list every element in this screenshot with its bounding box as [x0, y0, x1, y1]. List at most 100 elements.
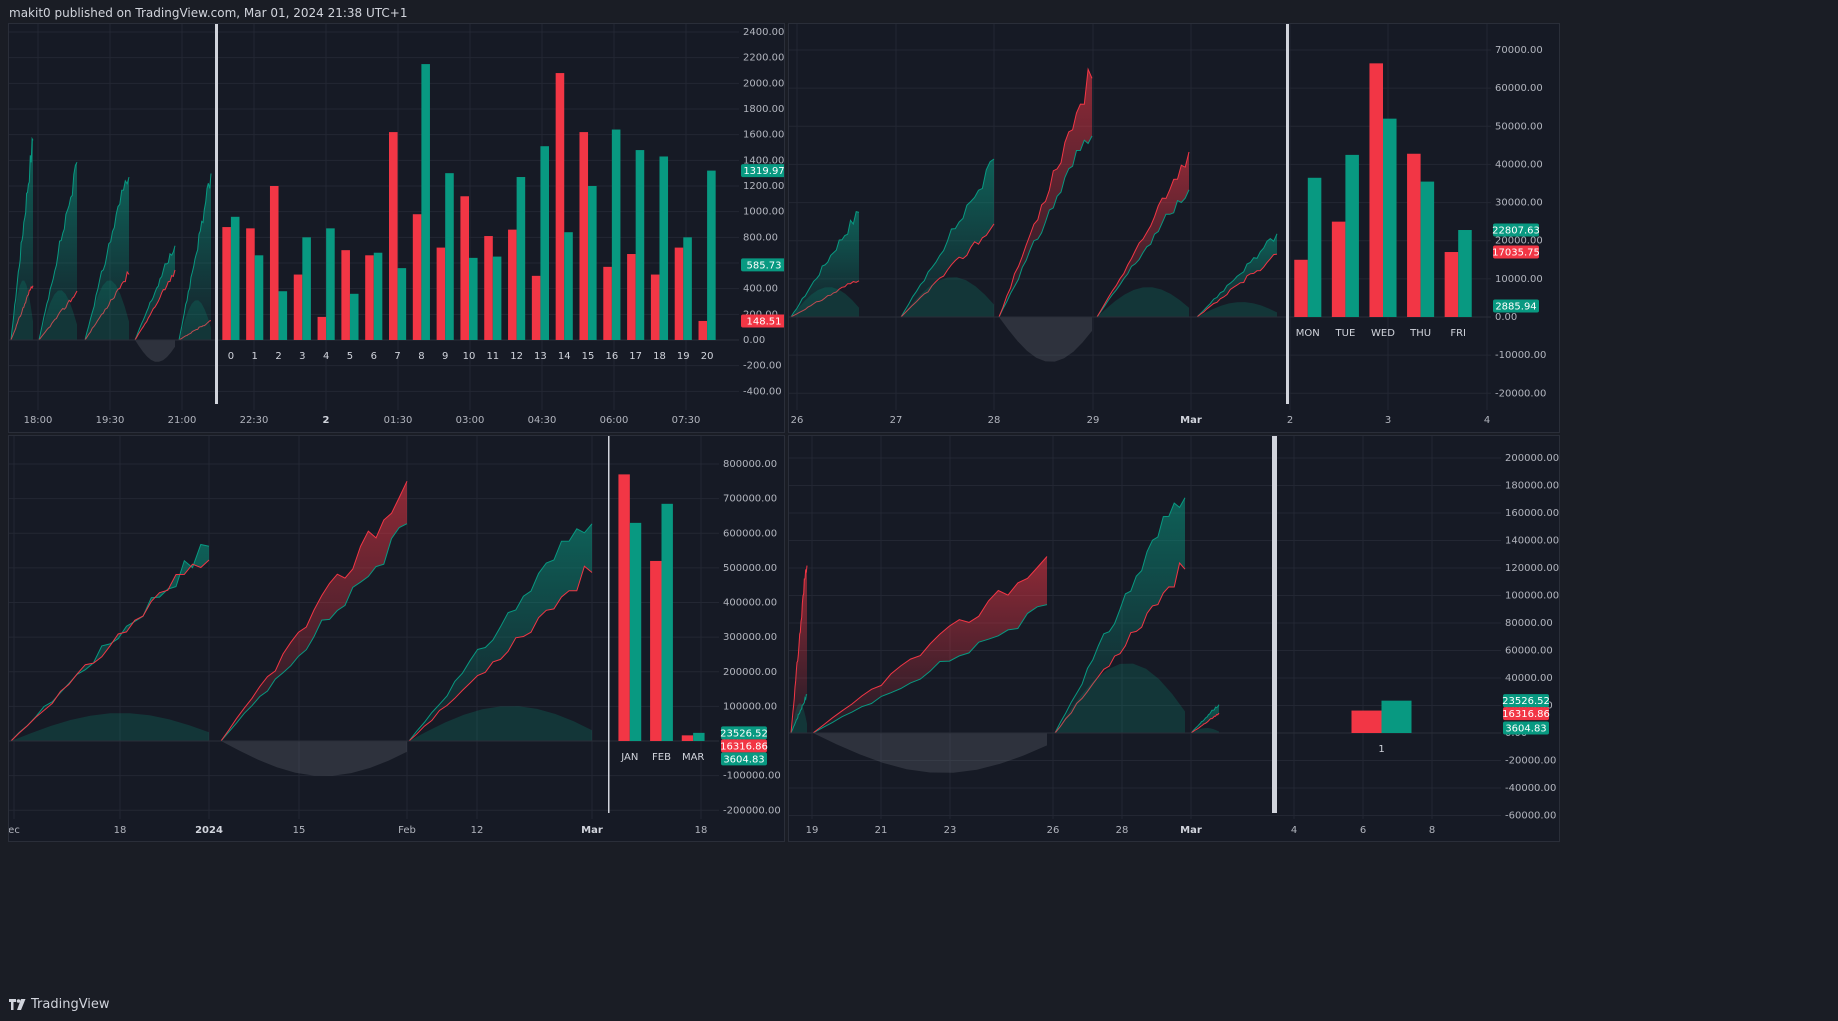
- category-label: 19: [677, 351, 690, 362]
- price-label-bg: [741, 314, 784, 328]
- x-tick-label: 2024: [195, 825, 223, 836]
- net-area: [85, 280, 129, 340]
- tradingview-branding[interactable]: TradingView: [9, 995, 110, 1013]
- price-label-bg: [741, 164, 784, 178]
- net-area: [39, 290, 77, 340]
- category-label: JAN: [620, 752, 638, 763]
- category-label: 10: [463, 351, 476, 362]
- publish-info: makit0 published on TradingView.com, Mar…: [9, 6, 408, 20]
- category-label: 17: [629, 351, 642, 362]
- cumulative-green-line: [1190, 704, 1220, 734]
- price-label: 23526.52: [720, 726, 768, 740]
- net-area: [999, 317, 1092, 362]
- bar-green-wed: [1383, 118, 1397, 318]
- price-label: 585.73: [741, 258, 784, 271]
- bar-red-3: [293, 274, 303, 340]
- bar-green-thu: [1420, 181, 1435, 317]
- cumulative-green-line: [10, 136, 34, 341]
- y-axis: 800000.00 700000.00 600000.00 500000.00 4000…: [720, 459, 781, 816]
- x-tick-label: 22:30: [240, 415, 269, 426]
- bar-red-20: [698, 320, 708, 340]
- x-axis: 19 21 23 26 28 Mar 4 6 8: [806, 825, 1436, 836]
- bar-green-6: [373, 252, 383, 340]
- bar-green-19: [683, 237, 692, 340]
- cumulative-red-line: [38, 290, 78, 341]
- price-label-text: 16316.86: [720, 741, 768, 752]
- price-label: 148.51: [741, 314, 784, 327]
- y-tick-label: -200.00: [743, 361, 782, 372]
- category-label: 15: [582, 351, 595, 362]
- price-label-bg: [721, 752, 767, 766]
- y-tick-label: 200000.00: [1505, 453, 1559, 464]
- y-tick-label: 80000.00: [1505, 618, 1553, 629]
- period-separator: [1272, 436, 1277, 813]
- net-area: [11, 713, 209, 741]
- y-tick-label: 700000.00: [723, 494, 777, 505]
- chart-panel-weekday[interactable]: MON TUE WED THU FRI 70000.00 60000.00 50000.00 4…: [788, 23, 1560, 433]
- bars: MON TUE WED THU FRI: [1294, 63, 1472, 339]
- cumulative-red-line: [1190, 712, 1220, 734]
- cumulative-red-line: [134, 269, 176, 341]
- bars: 0 1 2 3 4 5 6 7 8 9 10 11 12 13 14 15 16 17 18 19 20: [222, 64, 716, 362]
- price-label-bg: [1493, 223, 1539, 237]
- y-tick-label: 180000.00: [1505, 481, 1559, 492]
- x-tick-label: 4: [1291, 825, 1297, 836]
- category-label: 20: [701, 351, 714, 362]
- y-tick-label: 1000.00: [743, 207, 784, 218]
- bar-red-feb: [650, 560, 662, 741]
- category-label: 0: [228, 351, 234, 362]
- x-tick-label: Mar: [581, 825, 603, 836]
- bar-green-17: [635, 150, 645, 340]
- bar-green-5: [349, 293, 359, 340]
- y-tick-label: 160000.00: [1505, 508, 1559, 519]
- period-separator: [215, 24, 218, 404]
- y-tick-label: 2200.00: [743, 53, 784, 64]
- bar-red-5: [341, 250, 350, 340]
- bar-red-mon: [1294, 259, 1308, 317]
- price-label: 16316.86: [1502, 707, 1550, 721]
- bar-green-0: [230, 216, 240, 340]
- cumulative-red-line: [790, 280, 860, 318]
- y-tick-label: 140000.00: [1505, 536, 1559, 547]
- bar-red-19: [674, 247, 684, 340]
- price-label: 3604.83: [1503, 721, 1549, 735]
- chart-panel-yearly[interactable]: 1 200000.00 180000.00 160000.00 140000.00 120…: [788, 435, 1560, 842]
- chart-panel-monthly[interactable]: JAN FEB MAR 800000.00 700000.00 600000.00 5000…: [8, 435, 785, 842]
- net-area: [1197, 302, 1277, 317]
- cumulative-green-line: [408, 523, 593, 742]
- x-tick-label: 28: [1116, 825, 1129, 836]
- price-label: 22807.63: [1492, 223, 1540, 237]
- x-tick-label: 12: [471, 825, 484, 836]
- cumulative-green-line: [998, 135, 1093, 318]
- bar-red-14: [555, 73, 565, 341]
- price-label-text: 585.73: [747, 260, 782, 271]
- cumulative-green-line: [790, 210, 860, 318]
- period-separator: [1286, 24, 1289, 404]
- y-tick-label: 40000.00: [1495, 159, 1543, 170]
- x-tick-label: 04:30: [528, 415, 557, 426]
- bar-green-11: [492, 256, 502, 340]
- chart-panel-hourly[interactable]: 0 1 2 3 4 5 6 7 8 9 10 11 12 13 14 15 16 17 18 19 20 2400.00 2…: [8, 23, 785, 433]
- y-tick-label: 600000.00: [723, 528, 777, 539]
- y-tick-label: 400000.00: [723, 598, 777, 609]
- price-label-bg: [721, 726, 767, 740]
- bar-red-1: [246, 228, 255, 340]
- y-axis: 200000.00 180000.00 160000.00 140000.00 1200…: [1502, 453, 1559, 822]
- weekday-chart: MON TUE WED THU FRI 70000.00 60000.00 50000.00 4…: [789, 24, 1546, 426]
- net-area: [791, 703, 807, 733]
- bar-red-2: [269, 186, 279, 340]
- net-area: [135, 340, 175, 362]
- bar-red-mar: [681, 735, 694, 741]
- y-tick-label: 120000.00: [1505, 563, 1559, 574]
- x-tick-label: 03:00: [456, 415, 485, 426]
- spread-area: [11, 138, 33, 340]
- bar-green-18: [659, 156, 669, 340]
- net-area: [791, 287, 859, 317]
- y-tick-label: 1800.00: [743, 104, 784, 115]
- category-label: 8: [418, 351, 424, 362]
- x-axis: 26 27 28 29 Mar 2 3 4: [791, 415, 1491, 426]
- x-tick-label: 2: [1287, 415, 1293, 426]
- y-tick-label: -20000.00: [1505, 756, 1556, 767]
- category-label: 1: [1378, 744, 1384, 755]
- x-tick-label: ec: [9, 825, 20, 836]
